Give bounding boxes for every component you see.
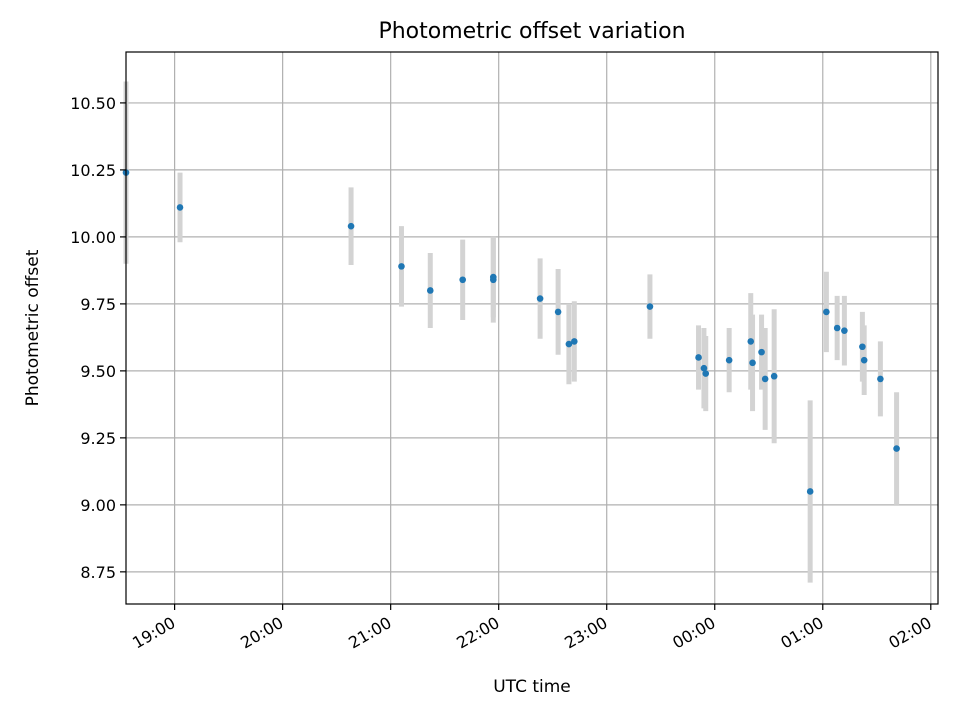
- data-point: [860, 356, 868, 364]
- data-point: [459, 276, 466, 284]
- x-axis-label: UTC time: [493, 677, 571, 697]
- y-tick-label: 9.75: [80, 295, 116, 314]
- data-point: [702, 370, 710, 377]
- data-point: [565, 340, 573, 348]
- x-tick-label: 20:00: [237, 613, 286, 653]
- x-tick-label: 21:00: [345, 613, 394, 653]
- data-point: [841, 327, 848, 334]
- data-point: [761, 375, 769, 383]
- chart-title: Photometric offset variation: [378, 19, 685, 44]
- y-tick-label: 10.50: [70, 94, 116, 113]
- x-tick-label: 01:00: [777, 613, 826, 653]
- data-point: [700, 364, 708, 372]
- data-point: [823, 308, 830, 316]
- plot-frame: [125, 51, 939, 605]
- data-point: [893, 445, 900, 452]
- grid: [126, 52, 938, 604]
- data-point: [833, 324, 841, 332]
- y-axis-label: Photometric offset: [23, 249, 43, 406]
- data-point: [426, 287, 434, 294]
- y-axis: 8.75 9.00 9.25 9.50 9.75 10.00 10.25 10.50: [70, 94, 126, 582]
- data-point: [695, 354, 702, 361]
- x-tick-label: 02:00: [885, 613, 934, 653]
- y-tick-label: 9.50: [80, 362, 116, 381]
- data-point: [536, 295, 544, 302]
- data-point: [877, 375, 884, 383]
- data-points: [122, 169, 900, 495]
- x-tick-label: 19:00: [129, 613, 178, 653]
- y-tick-label: 10.25: [70, 161, 116, 180]
- y-tick-label: 8.75: [80, 563, 116, 582]
- data-point: [749, 359, 756, 367]
- data-point: [398, 263, 405, 270]
- x-tick-label: 00:00: [669, 613, 718, 653]
- x-axis: 19:00 20:00 21:00 22:00 23:00 00:00 01:00 02:00: [129, 604, 935, 653]
- data-point: [725, 356, 733, 364]
- data-point: [758, 348, 765, 356]
- data-point: [489, 273, 497, 281]
- y-tick-label: 9.00: [80, 496, 116, 515]
- data-point: [859, 343, 866, 351]
- data-point: [770, 372, 778, 380]
- error-bars: [123, 81, 900, 583]
- y-tick-label: 10.00: [70, 228, 116, 247]
- x-tick-label: 22:00: [453, 613, 502, 653]
- data-point: [571, 338, 578, 345]
- data-point: [554, 308, 562, 316]
- y-tick-label: 9.25: [80, 429, 116, 448]
- data-point: [646, 303, 654, 310]
- data-point: [747, 338, 755, 345]
- data-point: [347, 222, 355, 230]
- data-point: [176, 204, 184, 211]
- data-point: [806, 488, 814, 495]
- x-tick-label: 23:00: [561, 613, 610, 653]
